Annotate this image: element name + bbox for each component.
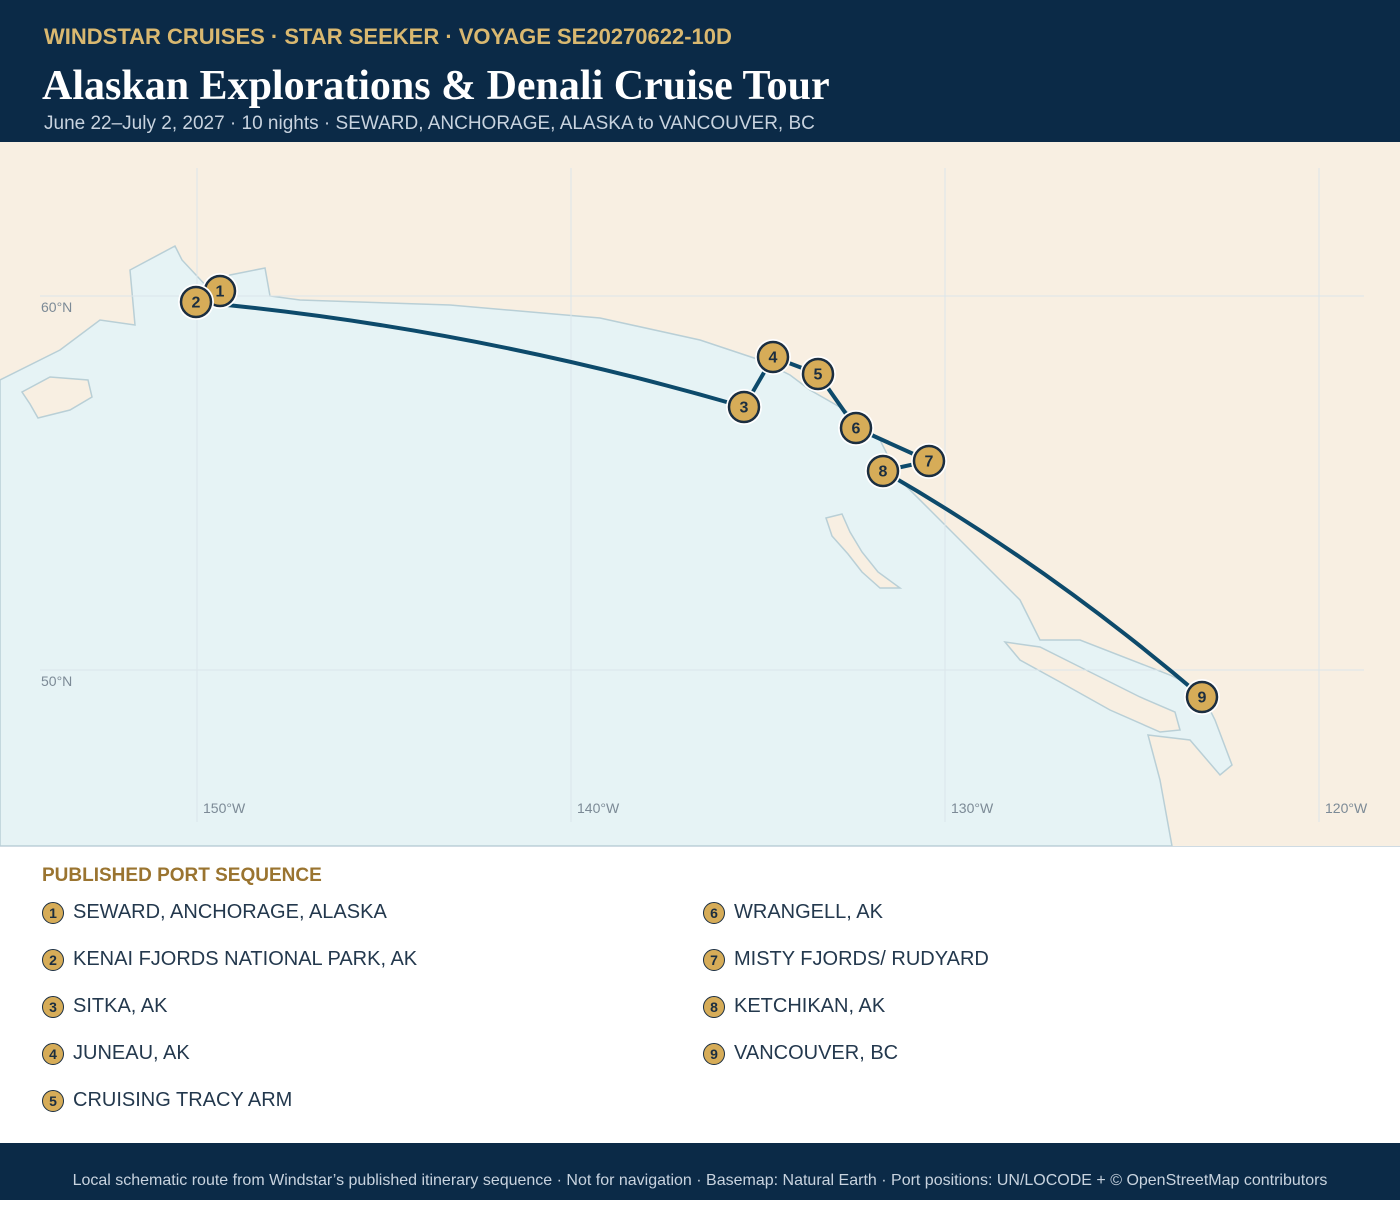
legend: PUBLISHED PORT SEQUENCE 1 SEWARD, ANCHORA… [0,846,1400,1144]
port-marker: 5 [800,356,836,392]
legend-port-name: CRUISING TRACY ARM [73,1089,293,1111]
legend-number: 7 [703,948,725,971]
marker-circle [756,340,790,374]
header: WINDSTAR CRUISES · STAR SEEKER · VOYAGE … [0,0,1400,142]
map: 60°N 50°N 150°W 140°W 130°W 120°W 12 3 4 5 6… [0,142,1400,846]
footer: Local schematic route from Windstar’s pu… [0,1143,1400,1200]
legend-number: 3 [42,995,64,1018]
marker-number: 3 [740,400,749,417]
lon-label: 150°W [203,800,246,816]
lon-label: 130°W [951,800,994,816]
island [20,376,93,419]
lat-label: 60°N [41,299,72,315]
lon-label: 140°W [577,800,620,816]
kicker: WINDSTAR CRUISES · STAR SEEKER · VOYAGE … [44,24,732,49]
legend-number: 2 [42,948,64,971]
lon-label: 120°W [1325,800,1368,816]
legend-item: 4 JUNEAU, AK [42,1042,190,1065]
legend-item: 2 KENAI FJORDS NATIONAL PARK, AK [42,948,417,971]
island [1003,640,1181,733]
marker-circle [1185,680,1219,714]
legend-item: 3 SITKA, AK [42,995,167,1018]
graticule [40,168,1364,822]
marker-circle [866,454,900,488]
marker-number: 8 [879,464,888,481]
title: Alaskan Explorations & Denali Cruise Tou… [42,63,830,109]
island [825,513,903,589]
marker-number: 2 [192,295,201,312]
legend-item: 9 VANCOUVER, BC [703,1042,898,1065]
legend-port-name: VANCOUVER, BC [734,1042,899,1064]
marker-circle [839,411,873,445]
marker-circle [179,285,213,319]
port-marker: 6 [838,410,874,446]
legend-port-name: SEWARD, ANCHORAGE, ALASKA [73,901,387,923]
legend-port-name: JUNEAU, AK [73,1042,190,1064]
port-marker: 4 [755,339,791,375]
legend-item: 8 KETCHIKAN, AK [703,995,885,1018]
port-marker: 3 [726,389,762,425]
marker-number: 7 [925,454,934,471]
legend-port-name: KENAI FJORDS NATIONAL PARK, AK [73,948,418,970]
legend-number: 1 [42,901,64,924]
marker-number: 4 [769,350,778,367]
legend-number: 9 [703,1042,725,1065]
legend-number: 5 [42,1089,64,1112]
port-marker: 9 [1184,679,1220,715]
port-marker: 8 [865,453,901,489]
marker-number: 5 [814,367,823,384]
legend-number: 4 [42,1042,64,1065]
port-marker: 2 [178,284,214,320]
marker-number: 1 [216,284,225,301]
legend-port-name: KETCHIKAN, AK [734,995,886,1017]
subtitle: June 22–July 2, 2027 · 10 nights · SEWAR… [44,113,815,134]
legend-heading: PUBLISHED PORT SEQUENCE [42,865,322,886]
legend-port-name: WRANGELL, AK [734,901,883,923]
legend-port-name: SITKA, AK [73,995,168,1017]
marker-number: 9 [1198,690,1207,707]
legend-item: 6 WRANGELL, AK [703,901,883,924]
markers: 12 3 4 5 6 7 8 9 [178,273,1220,715]
legend-item: 1 SEWARD, ANCHORAGE, ALASKA [42,901,387,924]
lat-label: 50°N [41,673,72,689]
legend-item: 5 CRUISING TRACY ARM [42,1089,292,1112]
marker-number: 6 [852,421,861,438]
legend-item: 7 MISTY FJORDS/ RUDYARD [703,948,989,971]
marker-circle [912,444,946,478]
legend-port-name: MISTY FJORDS/ RUDYARD [734,948,989,970]
marker-circle [727,390,761,424]
marker-circle [801,357,835,391]
port-marker: 7 [911,443,947,479]
legend-number: 6 [703,901,725,924]
legend-number: 8 [703,995,725,1018]
